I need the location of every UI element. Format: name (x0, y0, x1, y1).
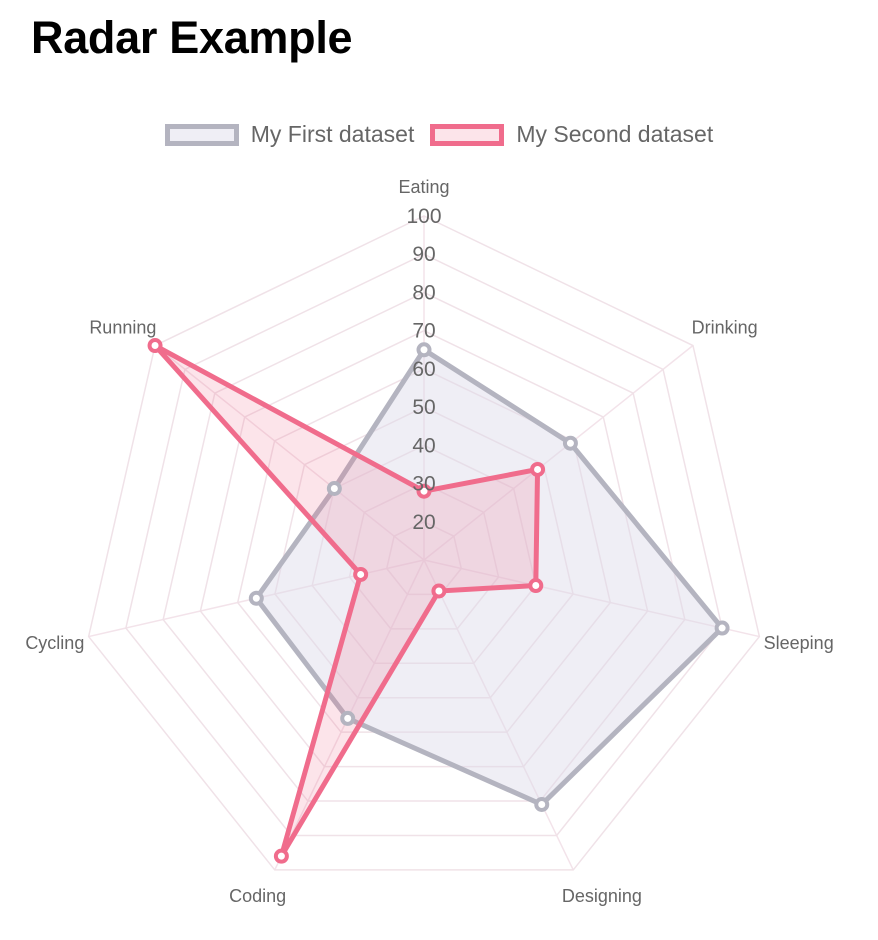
grid-ring (311, 444, 537, 665)
tick-label: 90 (412, 243, 435, 266)
data-point (147, 338, 163, 354)
angle-line (154, 344, 425, 561)
data-point (340, 710, 356, 726)
point-label: Eating (398, 177, 449, 197)
point-label: Designing (562, 886, 642, 906)
angle-line (423, 559, 574, 871)
tick-label: 40 (412, 434, 435, 457)
data-point (416, 342, 432, 358)
legend-label-second-dataset: My Second dataset (516, 121, 714, 147)
legend-item-second-dataset[interactable]: My Second dataset (430, 121, 713, 148)
tick-label: 60 (412, 358, 435, 381)
data-point (326, 481, 342, 497)
data-point (431, 583, 447, 599)
legend-item-first-dataset[interactable]: My First dataset (164, 121, 415, 148)
data-point (273, 848, 289, 864)
tick-label: 30 (412, 473, 435, 496)
point-label: Cycling (25, 633, 84, 653)
chart-legend: My First dataset My Second dataset (0, 121, 878, 148)
series-area-2 (153, 343, 541, 858)
data-point (562, 435, 578, 451)
tick-label: 70 (412, 320, 435, 343)
grid-ring (236, 368, 612, 733)
point-label: Sleeping (764, 633, 834, 653)
tick-label: 20 (412, 511, 435, 534)
data-point (248, 590, 264, 606)
point-label: Running (89, 317, 156, 337)
page-title: Radar Example (31, 12, 353, 63)
tick-label: 100 (406, 205, 441, 228)
legend-swatch-second-dataset (430, 123, 505, 146)
data-point (416, 483, 432, 499)
grid-ring (199, 329, 649, 768)
grid-ring (274, 406, 574, 699)
data-point (530, 461, 546, 477)
grid-ring (125, 253, 723, 837)
angle-line (423, 344, 694, 561)
grid-ring (348, 482, 500, 630)
data-point (528, 578, 544, 594)
grid-ring (162, 291, 686, 802)
data-point (534, 797, 550, 813)
grid-ring (385, 520, 463, 596)
point-label: Drinking (692, 317, 758, 337)
legend-swatch-first-dataset (164, 123, 239, 146)
legend-label-first-dataset: My First dataset (250, 121, 415, 147)
grid-ring (87, 215, 761, 871)
angle-line (423, 559, 760, 638)
tick-label: 80 (412, 281, 435, 304)
data-point (353, 566, 369, 582)
point-label: Coding (229, 886, 286, 906)
data-point (714, 620, 730, 636)
tick-label: 50 (412, 396, 435, 419)
